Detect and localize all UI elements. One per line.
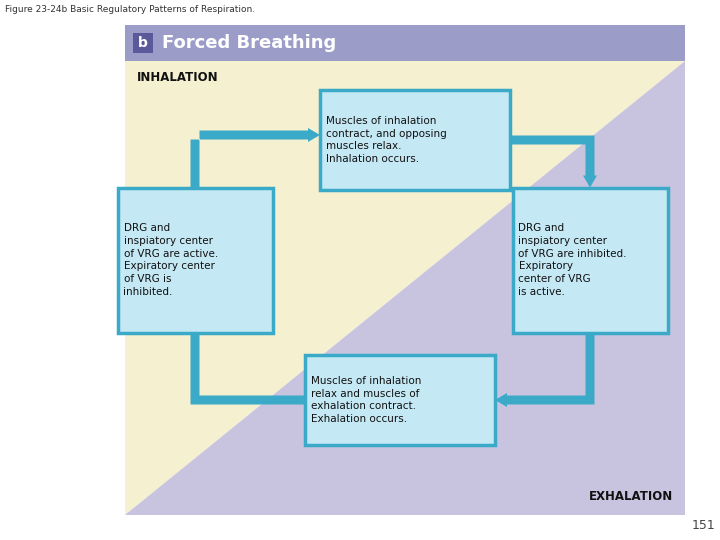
Text: Muscles of inhalation
contract, and opposing
muscles relax.
Inhalation occurs.: Muscles of inhalation contract, and oppo…: [326, 116, 446, 164]
Polygon shape: [495, 333, 595, 407]
Text: DRG and
inspiatory center
of VRG are active.
Expiratory center
of VRG is
inhibit: DRG and inspiatory center of VRG are act…: [124, 223, 217, 297]
FancyBboxPatch shape: [305, 355, 495, 445]
FancyBboxPatch shape: [125, 25, 685, 515]
FancyBboxPatch shape: [320, 90, 510, 190]
FancyBboxPatch shape: [125, 25, 685, 61]
Text: Muscles of inhalation
relax and muscles of
exhalation contract.
Exhalation occur: Muscles of inhalation relax and muscles …: [311, 376, 421, 424]
Polygon shape: [188, 321, 305, 404]
Text: Figure 23-24b Basic Regulatory Patterns of Respiration.: Figure 23-24b Basic Regulatory Patterns …: [5, 5, 255, 14]
FancyBboxPatch shape: [513, 187, 667, 333]
Polygon shape: [125, 61, 685, 515]
Text: EXHALATION: EXHALATION: [589, 490, 673, 503]
Text: DRG and
inspiatory center
of VRG are inhibited.
Expiratory
center of VRG
is acti: DRG and inspiatory center of VRG are inh…: [518, 223, 627, 297]
Polygon shape: [125, 61, 685, 515]
Text: 151: 151: [691, 519, 715, 532]
Text: Forced Breathing: Forced Breathing: [162, 34, 336, 52]
FancyBboxPatch shape: [133, 33, 153, 53]
FancyBboxPatch shape: [117, 187, 272, 333]
Polygon shape: [191, 128, 320, 187]
Polygon shape: [510, 136, 597, 187]
Text: b: b: [138, 36, 148, 50]
Text: INHALATION: INHALATION: [137, 71, 219, 84]
